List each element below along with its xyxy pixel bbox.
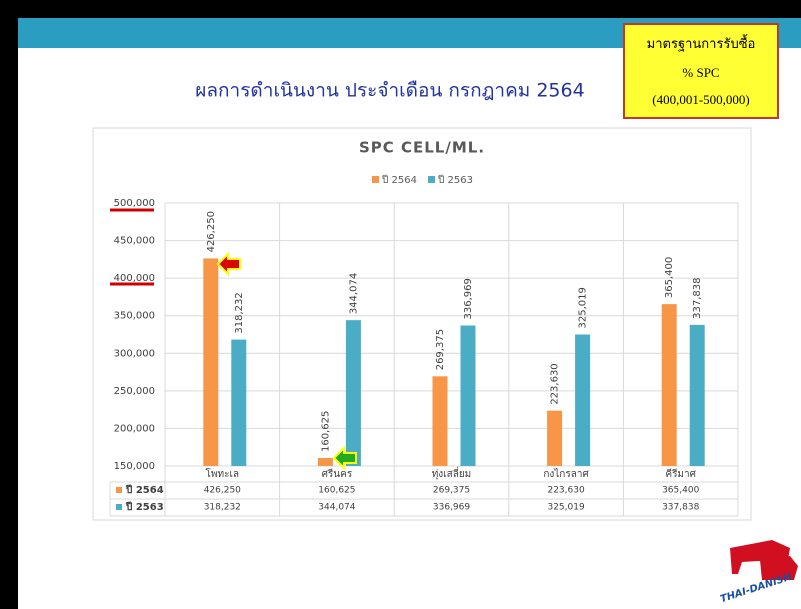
- data-label: 337,838: [692, 277, 703, 318]
- x-tick-label: ทุ่งเสลี่ยม: [432, 466, 472, 480]
- table-swatch: [116, 504, 122, 510]
- data-label: 344,074: [348, 273, 359, 314]
- data-label: 223,630: [550, 363, 561, 404]
- y-tick-label: 500,000: [114, 198, 155, 209]
- y-tick-label: 400,000: [114, 273, 155, 284]
- data-label: 426,250: [206, 211, 217, 252]
- chart-title: SPC CELL/ML.: [359, 139, 485, 157]
- legend-swatch: [428, 176, 435, 183]
- bar: [461, 326, 476, 466]
- bar: [662, 304, 677, 466]
- table-cell: 365,400: [662, 486, 699, 496]
- legend-label: ปี 2564: [381, 174, 417, 186]
- bar: [547, 411, 562, 466]
- table-cell: 160,625: [318, 486, 355, 496]
- bar: [690, 325, 705, 466]
- table-cell: 337,838: [662, 503, 699, 513]
- y-tick-label: 450,000: [114, 236, 155, 247]
- y-tick-label: 250,000: [114, 386, 155, 397]
- box-line: % SPC: [682, 65, 719, 80]
- table-cell: 344,074: [318, 503, 355, 513]
- bar: [318, 458, 333, 466]
- table-cell: 223,630: [547, 486, 584, 496]
- y-tick-label: 300,000: [114, 348, 155, 359]
- box-line: มาตรฐานการรับซื้อ: [647, 34, 756, 52]
- bar: [575, 334, 590, 466]
- page: ผลการดำเนินงาน ประจำเดือน กรกฎาคม 2564 ม…: [0, 0, 801, 609]
- x-tick-label: กงไกรลาศ: [543, 468, 589, 480]
- data-label: 336,969: [463, 278, 474, 319]
- table-cell: 269,375: [433, 486, 470, 496]
- y-tick-label: 350,000: [114, 311, 155, 322]
- slide-title: ผลการดำเนินงาน ประจำเดือน กรกฎาคม 2564: [195, 80, 584, 102]
- bar: [433, 376, 448, 466]
- table-swatch: [116, 487, 122, 493]
- table-cell: 318,232: [204, 503, 241, 513]
- data-label: 160,625: [320, 411, 331, 452]
- x-tick-label: โพทะเล: [206, 467, 239, 480]
- table-series-name: ปี 2564: [125, 484, 163, 496]
- chart-panel: [93, 128, 751, 520]
- y-tick-label: 200,000: [114, 423, 155, 434]
- box-line: (400,001-500,000): [652, 92, 750, 107]
- bar: [346, 320, 361, 466]
- bar: [231, 340, 246, 466]
- data-label: 365,400: [664, 257, 675, 298]
- table-cell: 325,019: [547, 503, 584, 513]
- data-label: 325,019: [578, 287, 589, 328]
- x-tick-label: คีรีมาศ: [665, 468, 696, 480]
- slide: ผลการดำเนินงาน ประจำเดือน กรกฎาคม 2564 ม…: [0, 0, 801, 609]
- data-label: 269,375: [435, 329, 446, 370]
- x-tick-label: ศรีนคร: [322, 468, 353, 480]
- table-cell: 336,969: [433, 503, 470, 513]
- table-cell: 426,250: [204, 486, 241, 496]
- legend-label: ปี 2563: [437, 174, 473, 186]
- legend-swatch: [372, 176, 379, 183]
- y-tick-label: 150,000: [114, 461, 155, 472]
- table-series-name: ปี 2563: [125, 501, 163, 513]
- data-label: 318,232: [234, 292, 245, 333]
- bar: [203, 258, 218, 466]
